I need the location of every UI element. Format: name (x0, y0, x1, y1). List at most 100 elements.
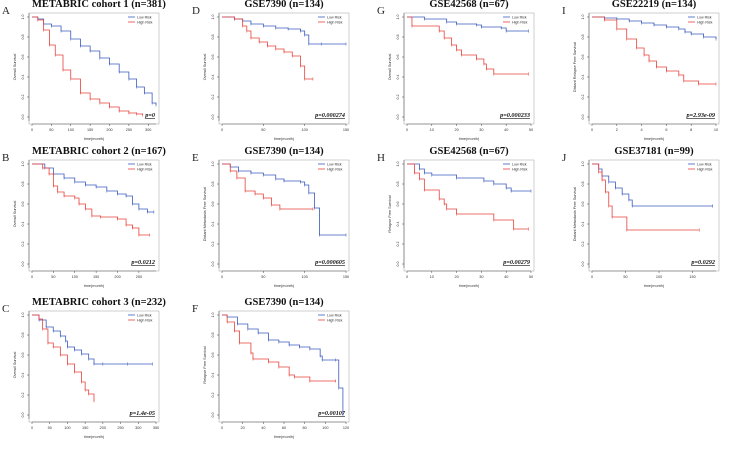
x-axis-label: time(month) (274, 284, 295, 288)
legend-label-high: High Risk (137, 318, 153, 322)
panel-letter: J (562, 152, 567, 164)
y-axis-label: Overall Survival (13, 54, 17, 81)
y-tick-label: 0.4 (396, 75, 400, 80)
y-tick-label: 1.0 (211, 15, 215, 20)
chart-title: GSE42568 (n=67) (429, 146, 509, 157)
x-tick-label: 50 (261, 275, 265, 279)
high-risk-curve (32, 314, 95, 401)
legend-label-low: Low Risk (137, 15, 152, 19)
y-axis-label: Distant Relapse Free Survival (573, 42, 577, 92)
legend-label-high: High Risk (137, 167, 153, 171)
high-risk-curve (407, 163, 529, 230)
x-tick-label: 40 (504, 128, 508, 132)
y-tick-label: 0.2 (211, 242, 215, 247)
km-plot: 0.0 0.2 0.4 0.6 0.8 1.0 0 50 100 150 time(month) Di… (573, 159, 720, 288)
low-risk-curve (32, 163, 154, 213)
y-tick-label: 0.6 (396, 202, 400, 207)
x-tick-label: 0 (31, 426, 33, 430)
panel-letter: C (2, 303, 10, 315)
y-axis-label: Distant Metastasis Free Survival (573, 187, 577, 242)
y-tick-label: 0.0 (396, 115, 400, 120)
y-tick-label: 0.2 (211, 393, 215, 398)
y-tick-label: 0.8 (581, 35, 585, 40)
legend-label-high: High Risk (512, 167, 528, 171)
x-tick-label: 50 (49, 128, 53, 132)
y-tick-label: 0.0 (21, 115, 25, 120)
y-tick-label: 0.8 (21, 182, 25, 187)
km-panel-e: E GSE7390 (n=134) 0.0 0.2 0.4 0.6 0.8 1.0 0 50 100… (190, 146, 375, 297)
y-axis-label: Relapse Free Survival (203, 346, 207, 384)
km-plot: 0.0 0.2 0.4 0.6 0.8 1.0 0 50 100 150 time(month) Di… (203, 159, 350, 288)
y-tick-label: 0.2 (211, 95, 215, 100)
p-value: p=0 (144, 112, 155, 119)
plot-frame (218, 310, 350, 423)
x-tick-label: 300 (145, 128, 151, 132)
panel-letter: E (192, 152, 199, 164)
y-tick-label: 0.4 (21, 373, 25, 378)
x-axis-label: time(month) (644, 137, 665, 141)
plot-frame (403, 159, 535, 272)
x-tick-label: 100 (72, 275, 78, 279)
x-tick-label: 0 (406, 128, 408, 132)
p-value: p=0.000274 (314, 112, 345, 119)
km-plot: 0.0 0.2 0.4 0.6 0.8 1.0 0 50 100 150 time(month) Ov… (203, 12, 350, 141)
legend-label-high: High Risk (327, 167, 343, 171)
panel-letter: H (377, 152, 385, 164)
p-value: p=0.000233 (499, 112, 530, 119)
y-axis-label: Overall Survival (388, 54, 392, 81)
x-tick-label: 50 (623, 275, 627, 279)
km-plot: 0.0 0.2 0.4 0.6 0.8 1.0 0 50 100 150 200 250 300 350 t… (13, 310, 160, 439)
y-tick-label: 1.0 (211, 313, 215, 318)
plot-frame (588, 159, 720, 272)
y-tick-label: 0.2 (396, 95, 400, 100)
x-axis-label: time(month) (459, 284, 480, 288)
p-value: p=0.00279 (502, 259, 530, 266)
panel-letter: D (192, 5, 200, 17)
legend-label-low: Low Risk (327, 15, 342, 19)
low-risk-curve (592, 163, 713, 207)
x-tick-label: 0 (221, 275, 223, 279)
x-tick-label: 2 (616, 128, 618, 132)
x-tick-label: 0 (221, 426, 223, 430)
plot-frame (28, 159, 160, 272)
km-panel-j: J GSE37181 (n=99) 0.0 0.2 0.4 0.6 0.8 1.0 0 50 100… (560, 146, 745, 297)
x-tick-label: 4 (641, 128, 643, 132)
low-risk-curve (222, 314, 344, 415)
y-tick-label: 0.8 (21, 35, 25, 40)
y-axis-label: Overall Survival (13, 201, 17, 228)
plot-frame (28, 310, 160, 423)
x-tick-label: 100 (64, 426, 70, 430)
y-tick-label: 0.6 (396, 55, 400, 60)
legend-label-low: Low Risk (512, 162, 527, 166)
chart-title: METABRIC cohort 3 (n=232) (32, 297, 166, 308)
high-risk-curve (592, 16, 716, 85)
y-tick-label: 1.0 (21, 15, 25, 20)
y-tick-label: 0.4 (211, 75, 215, 80)
x-axis-label: time(month) (459, 137, 480, 141)
x-tick-label: 40 (261, 426, 265, 430)
x-tick-label: 0 (31, 275, 33, 279)
x-tick-label: 150 (82, 426, 88, 430)
high-risk-curve (32, 163, 150, 236)
x-tick-label: 50 (261, 128, 265, 132)
km-plot: 0.0 0.2 0.4 0.6 0.8 1.0 0 50 100 150 200 250 time(mo… (13, 159, 160, 288)
x-tick-label: 150 (689, 275, 695, 279)
y-tick-label: 1.0 (211, 162, 215, 167)
plot-frame (588, 12, 720, 125)
y-tick-label: 0.8 (211, 35, 215, 40)
x-tick-label: 200 (114, 275, 120, 279)
legend-label-low: Low Risk (327, 162, 342, 166)
y-axis-label: Relapse Free Survival (388, 195, 392, 233)
x-tick-label: 50 (51, 275, 55, 279)
y-axis-label: Overall Survival (203, 54, 207, 81)
y-tick-label: 0.0 (581, 262, 585, 267)
x-tick-label: 10 (714, 128, 718, 132)
y-tick-label: 1.0 (21, 162, 25, 167)
x-tick-label: 100 (322, 426, 328, 430)
panel-letter: B (2, 152, 10, 164)
x-tick-label: 150 (343, 275, 349, 279)
km-plot: 0.0 0.2 0.4 0.6 0.8 1.0 0 2 4 6 8 10 time(month) Dist… (573, 12, 720, 141)
panel-letter: G (377, 5, 385, 17)
y-tick-label: 0.4 (211, 222, 215, 227)
high-risk-curve (592, 163, 700, 231)
